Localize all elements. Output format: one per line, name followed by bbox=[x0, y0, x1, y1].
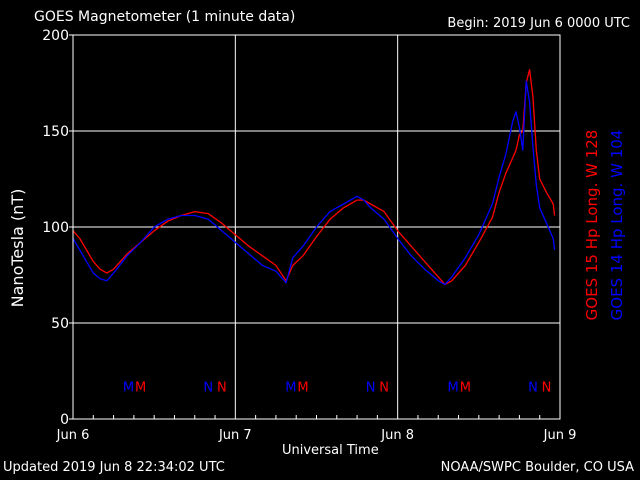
x-tick-label: Jun 6 bbox=[56, 428, 90, 443]
y-tick-label: 0 bbox=[60, 412, 69, 428]
annotation-m: M bbox=[448, 380, 459, 395]
updated-timestamp: Updated 2019 Jun 8 22:34:02 UTC bbox=[3, 460, 225, 475]
y-tick-label: 100 bbox=[42, 220, 69, 236]
y-axis-label: NanoTesla (nT) bbox=[8, 188, 27, 308]
annotation-m: M bbox=[285, 380, 296, 395]
y-tick-label: 150 bbox=[42, 124, 69, 140]
annotation-n: N bbox=[379, 380, 389, 395]
begin-time: Begin: 2019 Jun 6 0000 UTC bbox=[447, 16, 630, 31]
x-axis-label: Universal Time bbox=[282, 443, 379, 458]
y-tick-label: 200 bbox=[42, 28, 69, 44]
series-line-goes15 bbox=[72, 68, 556, 286]
y-tick-label: 50 bbox=[51, 316, 69, 332]
tick-labels: 0 50 100 150 200 Jun 6 Jun 7 Jun 8 Jun 9 bbox=[42, 28, 576, 443]
chart-title: GOES Magnetometer (1 minute data) bbox=[34, 9, 296, 25]
annotation-n: N bbox=[542, 380, 552, 395]
annotation-n: N bbox=[203, 380, 213, 395]
credit-text: NOAA/SWPC Boulder, CO USA bbox=[440, 460, 634, 475]
legend-goes14: GOES 14 Hp Long. W 104 bbox=[608, 129, 626, 321]
annotation-m: M bbox=[460, 380, 471, 395]
annotation-m: M bbox=[297, 380, 308, 395]
legend-goes15: GOES 15 Hp Long. W 128 bbox=[583, 129, 601, 321]
x-tick-label: Jun 8 bbox=[380, 428, 414, 443]
series-line-goes14 bbox=[72, 80, 556, 286]
annotation-n: N bbox=[217, 380, 227, 395]
x-tick-label: Jun 7 bbox=[218, 428, 252, 443]
annotation-m: M bbox=[123, 380, 134, 395]
annotation-n: N bbox=[528, 380, 538, 395]
x-tick-label: Jun 9 bbox=[543, 428, 577, 443]
series-lines bbox=[72, 68, 556, 286]
annotation-m: M bbox=[135, 380, 146, 395]
annotation-n: N bbox=[366, 380, 376, 395]
